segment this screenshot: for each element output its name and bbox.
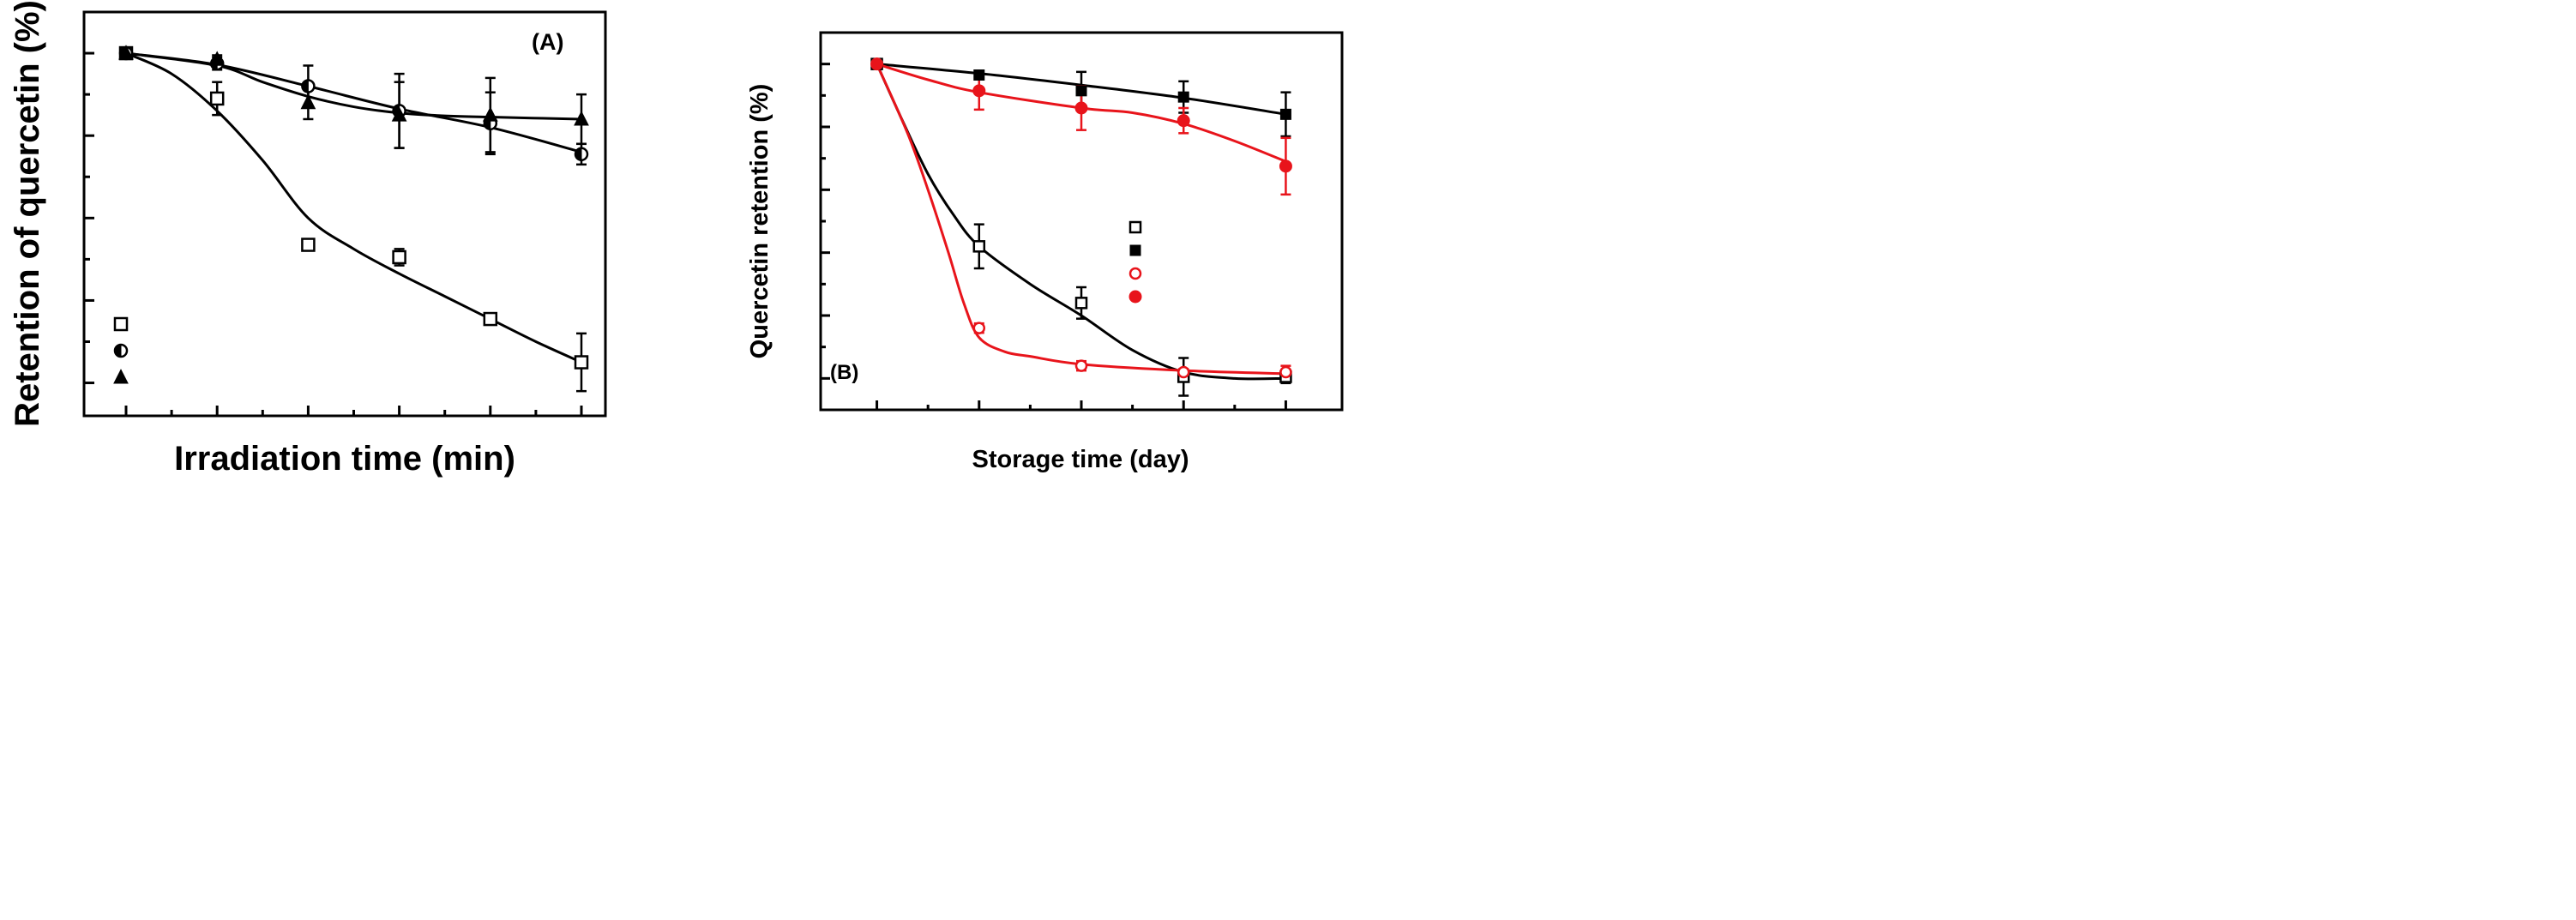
- legend-marker-a-1: [113, 343, 129, 358]
- point-a-0-5: [574, 355, 589, 370]
- legend-marker-a-1-fill: [114, 344, 122, 358]
- point-a-0-3: [392, 250, 406, 265]
- axis-ticks-b: [821, 63, 1287, 410]
- legend-marker-b-2: [1129, 267, 1142, 280]
- y-axis-label-b: Quercetin retention (%): [746, 84, 773, 359]
- point-b-0-1: [972, 240, 986, 253]
- point-b-1-2: [1075, 85, 1087, 97]
- data-marks-b: [870, 57, 1292, 397]
- point-b-1-1: [973, 69, 985, 81]
- y-axis-label-a: Retention of quercetin (%): [9, 0, 46, 427]
- legend-marker-a-0: [113, 316, 129, 332]
- legend-marker-b-0: [1129, 220, 1142, 234]
- legend-b: [1129, 220, 1142, 304]
- chart-panel-b: (B) Storage time (day) Quercetin retenti…: [746, 31, 1344, 473]
- point-a-0-2: [301, 238, 316, 252]
- point-a-2-4: [482, 106, 498, 122]
- fit-curve-a-1: [125, 51, 582, 153]
- point-a-0-1: [209, 91, 225, 106]
- fit-curve-b-3: [876, 63, 1286, 163]
- point-a-2-2: [300, 93, 316, 110]
- point-a-2-1: [209, 51, 226, 66]
- point-b-1-3: [1177, 91, 1189, 103]
- point-b-3-4: [1279, 159, 1292, 173]
- point-b-3-1: [972, 84, 986, 98]
- point-b-3-0: [870, 57, 884, 71]
- fit-curve-a-0: [125, 51, 582, 364]
- chart-panel-a: (A) Irradiation time (min) Retention of …: [9, 0, 607, 478]
- point-b-2-3: [1177, 365, 1190, 379]
- point-b-2-1: [972, 322, 986, 334]
- point-a-2-3: [391, 106, 407, 122]
- point-b-2-4: [1279, 365, 1292, 379]
- x-axis-label-b: Storage time (day): [972, 446, 1189, 473]
- legend-marker-b-3: [1129, 290, 1142, 304]
- point-b-3-3: [1177, 114, 1190, 128]
- fit-curve-b-0: [876, 63, 1286, 381]
- panel-label-a: (A): [532, 29, 563, 55]
- x-axis-label-a: Irradiation time (min): [174, 440, 515, 478]
- point-b-3-2: [1074, 101, 1088, 115]
- point-a-1-2: [301, 79, 316, 93]
- point-a-2-0: [118, 45, 134, 60]
- point-a-1-5: [574, 147, 589, 162]
- legend-marker-a-2: [113, 369, 129, 384]
- point-b-0-2: [1074, 297, 1088, 310]
- fit-curve-b-2: [876, 63, 1286, 376]
- point-a-2-5: [574, 111, 589, 126]
- plot-frame-a: [82, 10, 607, 418]
- legend-marker-b-1: [1129, 244, 1141, 256]
- data-marks-a: [118, 45, 589, 393]
- panel-label-b: (B): [830, 361, 858, 384]
- fit-curve-a-2: [125, 51, 582, 121]
- point-a-0-4: [483, 311, 498, 327]
- point-b-2-2: [1074, 359, 1088, 372]
- point-a-1-5-fill: [575, 147, 582, 161]
- point-a-1-2-fill: [301, 80, 309, 93]
- legend-a: [113, 316, 129, 384]
- axis-ticks-a: [84, 51, 583, 416]
- point-b-1-4: [1279, 108, 1291, 120]
